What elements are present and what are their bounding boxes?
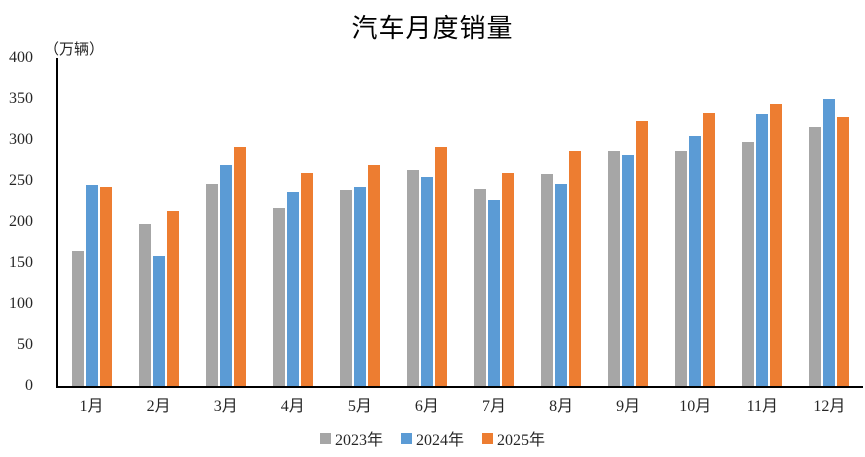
bar-2023年-5月 [339,190,352,386]
bar-2023年-3月 [205,184,218,386]
bar-2025年-11月 [770,103,783,386]
bar-2024年-11月 [756,113,769,386]
bar-2025年-1月 [99,186,112,386]
bar-group-6月 [393,58,460,386]
plot-area [56,58,863,388]
x-tick-label-9月: 9月 [616,398,641,415]
bar-2023年-2月 [138,223,151,386]
x-tick-label-4月: 4月 [280,398,305,415]
bar-2024年-12月 [823,99,836,386]
bar-2023年-10月 [675,151,688,386]
bar-2023年-8月 [541,173,554,386]
x-tick-label-5月: 5月 [347,398,372,415]
x-tick-label-1月: 1月 [79,398,104,415]
bar-2023年-6月 [406,170,419,386]
bar-2023年-1月 [71,250,84,386]
legend-item-2025年: 2025年 [482,426,545,450]
bar-2024年-4月 [286,191,299,386]
x-tick-label-12月: 12月 [813,398,846,415]
bars-area [58,58,863,386]
bar-group-4月 [259,58,326,386]
legend-item-2023年: 2023年 [319,426,383,450]
legend-label: 2023年 [334,432,383,449]
x-tick-label-6月: 6月 [414,398,439,415]
bar-2025年-4月 [300,172,313,386]
bar-2024年-5月 [353,186,366,386]
x-tick-label-7月: 7月 [482,398,507,415]
bar-2023年-4月 [272,208,285,386]
bar-2025年-8月 [569,151,582,386]
bar-2024年-7月 [488,199,500,386]
bar-2025年-2月 [166,211,179,386]
bar-group-9月 [595,58,662,386]
bar-group-2月 [125,58,192,386]
y-tick-label-300: 300 [9,131,33,148]
bar-group-7月 [460,58,527,386]
y-axis-unit-label: （万辆） [44,42,105,58]
legend: 2023年 2024年 2025年 [0,426,865,450]
y-tick-label-150: 150 [9,254,33,271]
bar-2025年-3月 [233,146,246,386]
bar-2023年-12月 [809,126,822,386]
bar-2024年-10月 [689,135,702,386]
legend-label: 2025年 [497,432,546,449]
y-tick-label-200: 200 [9,213,33,230]
bar-2023年-9月 [608,151,621,386]
x-tick-label-3月: 3月 [213,398,238,415]
legend-swatch-icon [482,432,493,444]
bar-2025年-5月 [367,165,380,386]
y-tick-label-50: 50 [17,336,33,353]
bar-2025年-7月 [502,172,514,386]
bar-group-5月 [326,58,393,386]
bar-2025年-10月 [703,112,716,386]
bar-2024年-1月 [85,185,98,386]
bar-group-3月 [192,58,259,386]
x-tick-label-11月: 11月 [746,398,779,415]
bar-group-8月 [528,58,595,386]
bar-2024年-8月 [555,184,568,386]
x-tick-label-8月: 8月 [549,398,574,415]
y-tick-label-0: 0 [25,377,33,394]
legend-item-2024年: 2024年 [400,426,464,450]
legend-label: 2024年 [415,432,464,449]
bar-2024年-3月 [219,164,232,386]
y-tick-label-100: 100 [9,295,33,312]
bar-2024年-2月 [152,255,165,386]
bar-2023年-7月 [474,189,486,386]
bar-2024年-9月 [622,154,635,386]
bar-group-10月 [662,58,729,386]
y-tick-label-250: 250 [9,172,33,189]
bar-2025年-6月 [434,147,447,386]
bar-group-11月 [729,58,796,386]
chart-title: 汽车月度销量 [351,14,514,43]
legend-swatch-icon [319,432,331,444]
x-axis-labels: 1月 2月 3月 4月 5月 6月 7月 8月 9月 10月 11月 12月 [58,392,863,416]
bar-2023年-11月 [742,141,755,386]
bar-group-12月 [796,58,863,386]
bar-2024年-6月 [420,176,433,386]
y-tick-label-350: 350 [9,90,33,107]
legend-swatch-icon [400,432,412,444]
bar-group-1月 [58,58,125,386]
y-axis-labels: 0 50 100 150 200 250 300 350 400 [0,49,33,394]
x-tick-label-10月: 10月 [679,398,712,415]
x-tick-label-2月: 2月 [146,398,171,415]
bar-2025年-9月 [636,121,649,386]
bar-2025年-12月 [837,117,850,386]
y-tick-label-400: 400 [9,49,33,66]
